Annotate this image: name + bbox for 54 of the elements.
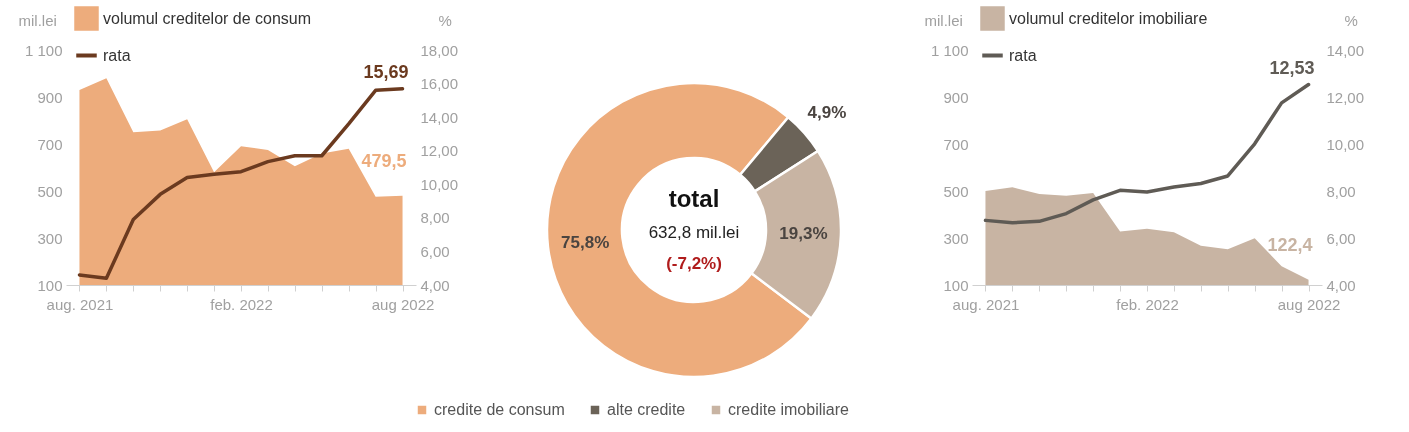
data-label: 122,4 xyxy=(1267,234,1313,255)
y-tick-label: 900 xyxy=(943,88,969,106)
y-tick-label: 100 xyxy=(943,276,969,294)
legend-label: volumul creditelor de consum xyxy=(103,9,312,27)
y2-tick-label: 14,00 xyxy=(1326,41,1365,59)
y-tick-label: 500 xyxy=(37,182,63,200)
y-axis-title: mil.lei xyxy=(924,11,963,29)
y2-tick-label: 8,00 xyxy=(420,209,450,227)
data-label: 15,69 xyxy=(363,61,409,82)
x-tick-label: aug 2022 xyxy=(371,295,435,313)
y-tick-label: 700 xyxy=(943,135,969,153)
legend-label: rata xyxy=(103,46,131,64)
y2-tick-label: 6,00 xyxy=(1326,229,1356,247)
y2-tick-label: 12,00 xyxy=(420,142,459,160)
y-tick-label: 100 xyxy=(37,276,63,294)
y2-axis-title: % xyxy=(438,11,452,29)
y-axis-title: mil.lei xyxy=(18,11,57,29)
legend-label: volumul creditelor imobiliare xyxy=(1009,9,1208,27)
y2-tick-label: 16,00 xyxy=(420,75,459,93)
x-tick-label: aug. 2021 xyxy=(952,295,1020,313)
y-tick-label: 700 xyxy=(37,135,63,153)
y2-tick-label: 4,00 xyxy=(1326,276,1356,294)
y2-tick-label: 12,00 xyxy=(1326,88,1365,106)
data-label: 12,53 xyxy=(1269,57,1315,78)
legend-label: credite imobiliare xyxy=(728,401,850,418)
data-label: 479,5 xyxy=(361,150,407,171)
x-tick-label: aug 2022 xyxy=(1277,295,1341,313)
y-tick-label: 500 xyxy=(943,182,969,200)
y-tick-label: 300 xyxy=(943,229,969,247)
y2-tick-label: 4,00 xyxy=(420,276,450,294)
y2-tick-label: 8,00 xyxy=(1326,182,1356,200)
data-label: 19,3% xyxy=(779,224,828,244)
legend-label: rata xyxy=(1009,46,1037,64)
y2-tick-label: 14,00 xyxy=(420,108,459,126)
y-tick-label: 300 xyxy=(37,229,63,247)
x-tick-label: aug. 2021 xyxy=(46,295,114,313)
y2-tick-label: 10,00 xyxy=(420,175,459,193)
text: (-7,2%) xyxy=(666,254,722,273)
y-tick-label: 1 100 xyxy=(930,41,969,59)
legend-label: alte credite xyxy=(607,401,686,418)
legend-label: credite de consum xyxy=(434,401,565,418)
data-label: 75,8% xyxy=(561,232,610,252)
x-tick-label: feb. 2022 xyxy=(1116,295,1179,313)
y2-axis-title: % xyxy=(1344,11,1358,29)
data-label: 4,9% xyxy=(807,103,847,123)
y2-tick-label: 6,00 xyxy=(420,242,450,260)
line-series xyxy=(983,82,1311,225)
text: total xyxy=(668,185,720,212)
y2-tick-label: 10,00 xyxy=(1326,135,1365,153)
text: 632,8 mil.lei xyxy=(648,223,740,242)
x-tick-label: feb. 2022 xyxy=(210,295,273,313)
y-tick-label: 900 xyxy=(37,88,63,106)
y-tick-label: 1 100 xyxy=(24,41,63,59)
y2-tick-label: 18,00 xyxy=(420,41,459,59)
